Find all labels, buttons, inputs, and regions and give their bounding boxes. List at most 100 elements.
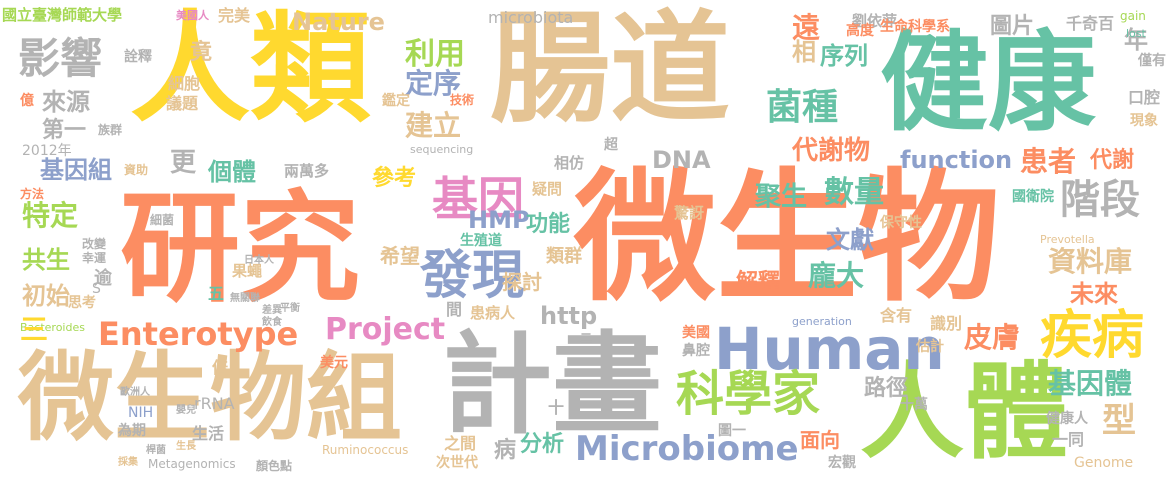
word: 生命科學系 bbox=[880, 19, 950, 35]
word: 識別 bbox=[930, 314, 963, 333]
word: DNA bbox=[652, 146, 711, 174]
word: 口腔 bbox=[1128, 88, 1161, 107]
word: 計畫 bbox=[442, 321, 662, 449]
word: Metagenomics bbox=[148, 457, 236, 471]
word: 之間 bbox=[444, 434, 477, 453]
word: Prevotella bbox=[1040, 233, 1095, 246]
word: 建立 bbox=[405, 109, 462, 142]
word: 疾病 bbox=[1040, 306, 1145, 366]
word: 解釋 bbox=[736, 270, 781, 295]
word: 疑問 bbox=[532, 180, 563, 198]
word: Enterotype bbox=[98, 315, 299, 353]
word: 竟 bbox=[190, 40, 213, 65]
word: 年 bbox=[1124, 26, 1148, 54]
word: 更 bbox=[170, 148, 197, 178]
word: 影響 bbox=[18, 34, 103, 83]
word: 圖一 bbox=[718, 423, 746, 439]
word: 兩萬多 bbox=[284, 162, 330, 180]
word: HMP bbox=[468, 206, 530, 234]
word: 2012年 bbox=[22, 143, 72, 159]
word: generation bbox=[792, 315, 852, 328]
word: http bbox=[540, 302, 598, 330]
word: 思考 bbox=[68, 295, 96, 311]
word: rRNA bbox=[194, 394, 235, 413]
word: 患者 bbox=[1020, 145, 1077, 178]
word: 微生物 bbox=[574, 156, 1000, 321]
word: 差異 bbox=[262, 305, 282, 316]
word: 日本人 bbox=[244, 255, 274, 266]
word: 三 bbox=[20, 313, 49, 346]
word: 路徑 bbox=[864, 376, 909, 401]
word: 美元 bbox=[320, 355, 348, 371]
word: 參考 bbox=[372, 166, 417, 191]
word: 完美 bbox=[218, 6, 251, 25]
word: 飲食 bbox=[262, 317, 282, 328]
word: 皮膚 bbox=[964, 321, 1021, 354]
word: 僅有 bbox=[1138, 53, 1166, 69]
word: 代謝 bbox=[1090, 148, 1135, 173]
word: 來源 bbox=[42, 88, 90, 116]
word: 文獻 bbox=[826, 226, 874, 254]
word: 未來 bbox=[1070, 280, 1118, 308]
word: 間 bbox=[446, 300, 463, 319]
word: 發現 bbox=[420, 246, 525, 306]
word: 共生 bbox=[22, 246, 70, 274]
word: 功能 bbox=[526, 212, 571, 237]
word: Nature bbox=[292, 8, 385, 36]
word: 議題 bbox=[166, 94, 199, 113]
word: 平衡 bbox=[280, 303, 300, 314]
word: 利用 bbox=[405, 37, 465, 72]
word: 人體 bbox=[860, 351, 1069, 473]
word: 歐洲人 bbox=[120, 387, 150, 398]
word: 千奇百 bbox=[1066, 14, 1115, 33]
word: 美國 bbox=[682, 325, 710, 341]
word: 科學家 bbox=[676, 366, 821, 422]
word: 改變 bbox=[82, 237, 107, 251]
word: Bacteroides bbox=[20, 321, 85, 334]
word: 一同 bbox=[1052, 430, 1085, 449]
word: 劉依萍 bbox=[852, 12, 898, 30]
word: 定序 bbox=[405, 67, 462, 100]
word: 國立臺灣師範大學 bbox=[2, 6, 123, 24]
word: 鑑定 bbox=[382, 93, 410, 109]
word: 方法 bbox=[20, 187, 45, 201]
word: 類群 bbox=[546, 246, 582, 267]
word: 人類 bbox=[130, 0, 370, 139]
word: 個體 bbox=[208, 158, 256, 186]
word: Genome bbox=[1074, 455, 1134, 471]
word: 相 bbox=[792, 38, 816, 66]
word: 病 bbox=[494, 438, 517, 463]
word: 桿菌 bbox=[146, 445, 166, 456]
word: 腸道 bbox=[490, 0, 730, 139]
word: 分析 bbox=[520, 432, 565, 457]
word: 估計 bbox=[916, 339, 944, 355]
word: 生長 bbox=[176, 441, 196, 452]
word: 特定 bbox=[22, 199, 79, 232]
word: sequencing bbox=[410, 143, 474, 156]
word: 遠 bbox=[792, 11, 821, 44]
word: 基因 bbox=[432, 172, 524, 226]
word: 無關聯 bbox=[230, 293, 260, 304]
word: 研究 bbox=[120, 180, 360, 319]
word: 逾 bbox=[94, 268, 112, 289]
word: 次世代 bbox=[436, 455, 478, 471]
word: 嬰兒 bbox=[176, 405, 196, 416]
word: 高度 bbox=[846, 23, 874, 39]
word: 二 bbox=[580, 331, 593, 345]
word: 採集 bbox=[118, 457, 138, 468]
word: 含有 bbox=[880, 306, 913, 325]
word: 生殖道 bbox=[460, 233, 502, 249]
word: 基因體 bbox=[1048, 367, 1133, 400]
word: 初始 bbox=[22, 282, 70, 310]
word: 現象 bbox=[1130, 113, 1158, 129]
word: 第一 bbox=[42, 118, 87, 143]
word: 患病人 bbox=[470, 304, 516, 322]
word: 健康 bbox=[880, 21, 1097, 146]
word: 幸運 bbox=[82, 251, 107, 265]
word: 龐大 bbox=[808, 259, 865, 292]
word: 基因組 bbox=[40, 156, 112, 184]
word: Ruminococcus bbox=[322, 443, 409, 457]
word: 相仿 bbox=[554, 154, 585, 172]
word: 序列 bbox=[820, 42, 868, 70]
